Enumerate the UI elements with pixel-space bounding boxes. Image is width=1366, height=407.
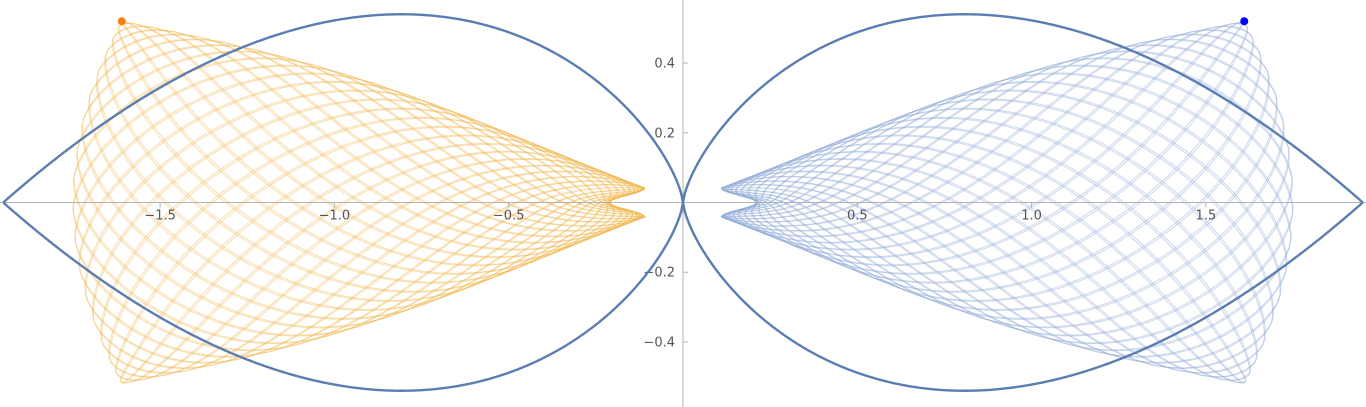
point-marker bbox=[117, 17, 126, 26]
trajectory-segment bbox=[720, 89, 1293, 363]
x-tick-label: 1.0 bbox=[1021, 209, 1042, 224]
trajectory-segment bbox=[720, 57, 1293, 336]
x-tick-label: −1.5 bbox=[144, 209, 176, 224]
trajectory-segment bbox=[72, 64, 646, 358]
trajectory-segment bbox=[78, 80, 646, 358]
trajectory-segment bbox=[117, 22, 638, 283]
trajectory-segment bbox=[722, 107, 1266, 374]
trajectory-segment bbox=[73, 50, 646, 328]
trajectory-segment bbox=[112, 25, 641, 283]
trajectory-segment bbox=[733, 20, 1258, 378]
trajectory-segment bbox=[723, 45, 1281, 364]
trajectory-segment bbox=[720, 80, 1288, 358]
trajectory-segment bbox=[108, 20, 633, 378]
trajectory-segment bbox=[721, 39, 1292, 351]
trajectory-segment bbox=[74, 39, 645, 351]
trajectory-segment bbox=[115, 126, 639, 381]
trajectory-segment bbox=[104, 29, 643, 293]
trajectory-segment bbox=[725, 25, 1254, 283]
trajectory-segment bbox=[721, 33, 1270, 301]
trajectory-segment bbox=[721, 51, 1290, 329]
trajectory-segment bbox=[117, 22, 626, 275]
trajectory-segment bbox=[85, 45, 643, 364]
trajectory-segment bbox=[737, 21, 1251, 381]
trajectory-segment bbox=[720, 64, 1294, 358]
point-marker bbox=[1240, 17, 1249, 26]
x-tick-label: 0.5 bbox=[847, 209, 868, 224]
y-tick-label: 0.4 bbox=[654, 57, 675, 72]
trajectory-segment bbox=[96, 34, 644, 302]
trajectory-segment bbox=[721, 99, 1274, 369]
trajectory-segment bbox=[100, 107, 644, 374]
trajectory-segment bbox=[722, 34, 1270, 302]
trajectory-left-series bbox=[72, 20, 646, 385]
y-tick-label: 0.2 bbox=[654, 126, 675, 141]
trajectory-segment bbox=[73, 57, 646, 336]
trajectory-segment bbox=[120, 21, 634, 267]
trajectory-segment bbox=[96, 33, 645, 301]
trajectory-segment bbox=[81, 44, 646, 320]
trajectory-segment bbox=[105, 29, 636, 384]
trajectory-segment bbox=[121, 88, 631, 385]
trajectory-segment bbox=[76, 51, 645, 329]
trajectory-right-series bbox=[720, 20, 1294, 385]
markers bbox=[117, 17, 1249, 26]
trajectory-segment bbox=[723, 29, 1262, 293]
trajectory-segment bbox=[728, 22, 1249, 283]
x-tick-label: 1.5 bbox=[1196, 209, 1217, 224]
trajectory-segment bbox=[720, 73, 1292, 352]
trajectory-segment bbox=[72, 44, 646, 345]
trajectory-segment bbox=[720, 44, 1285, 320]
trajectory-segment bbox=[73, 89, 646, 363]
trajectory-segment bbox=[727, 126, 1251, 381]
trajectory-segment bbox=[92, 99, 645, 369]
x-tick-label: −0.5 bbox=[493, 209, 525, 224]
trajectory-segment bbox=[720, 44, 1294, 345]
ticks: −1.5 −1.0 −0.5 0.5 1.0 1.50.40.2−0.2−0.4 bbox=[144, 57, 1216, 351]
trajectory-segment bbox=[88, 49, 642, 378]
boundary-curve bbox=[2, 13, 1364, 392]
trajectory-segment bbox=[732, 21, 1246, 267]
trajectory-segment bbox=[81, 64, 644, 374]
trajectory-segment bbox=[720, 50, 1293, 328]
trajectory-segment bbox=[735, 88, 1245, 385]
y-tick-label: −0.4 bbox=[643, 335, 675, 350]
boundary-lower-curve bbox=[2, 201, 1364, 392]
trajectory-segment bbox=[88, 38, 645, 311]
trajectory-segment bbox=[722, 64, 1285, 374]
x-tick-label: −1.0 bbox=[319, 209, 351, 224]
trajectory-segment bbox=[74, 73, 646, 352]
trajectory-segment bbox=[740, 22, 1249, 275]
trajectory-segment bbox=[730, 29, 1261, 384]
trajectory-segment bbox=[724, 49, 1278, 378]
trajectory-segment bbox=[721, 38, 1278, 311]
trajectory-segment bbox=[115, 21, 629, 381]
